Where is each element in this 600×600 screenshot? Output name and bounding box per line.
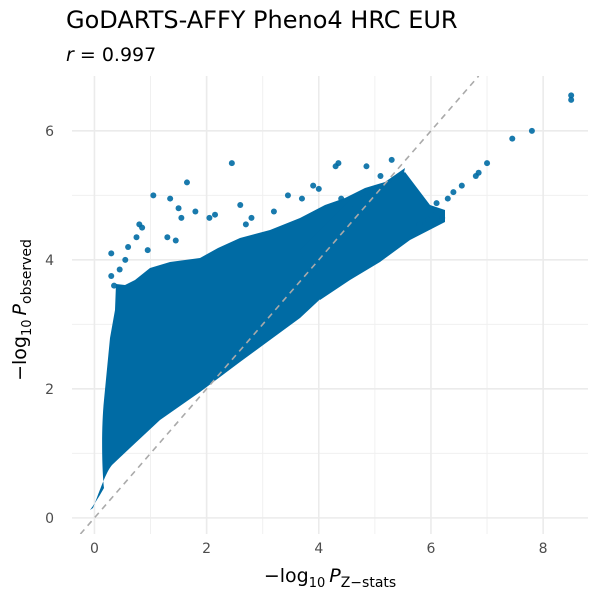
scatter-point xyxy=(192,208,199,215)
x-axis-title: −log10 PZ−stats xyxy=(264,565,396,591)
subtitle-value: 0.997 xyxy=(101,44,157,66)
scatter-point xyxy=(450,189,457,196)
scatter-point xyxy=(125,243,132,250)
scatter-point xyxy=(270,208,277,215)
y-tick-label: 0 xyxy=(45,511,54,527)
scatter-point xyxy=(150,192,157,199)
scatter-point xyxy=(338,195,345,202)
scatter-point xyxy=(433,200,440,207)
identity-reference-line xyxy=(79,76,480,534)
y-tick-label: 2 xyxy=(45,382,54,398)
scatter-point xyxy=(377,172,384,179)
scatter-point xyxy=(371,192,378,199)
scatter-point xyxy=(484,160,491,167)
scatter-point xyxy=(133,234,140,241)
scatter-point xyxy=(144,247,151,254)
dense-point-cloud xyxy=(90,168,445,510)
scatter-point xyxy=(363,163,370,170)
scatter-point xyxy=(116,266,123,273)
scatter-point xyxy=(122,256,129,263)
scatter-point xyxy=(248,214,255,221)
scatter-point xyxy=(439,214,446,221)
scatter-point xyxy=(111,282,118,289)
scatter-point xyxy=(164,234,171,241)
scatter-point xyxy=(528,127,535,134)
chart-subtitle: r = 0.997 xyxy=(66,44,156,66)
scatter-point xyxy=(108,250,115,257)
scatter-point xyxy=(175,205,182,212)
scatter-point xyxy=(212,211,219,218)
scatter-point xyxy=(242,221,249,228)
scatter-point xyxy=(388,156,395,163)
scatter-point xyxy=(346,202,353,209)
y-axis-title: −log10Pobserved xyxy=(9,239,35,381)
x-tick-label: 4 xyxy=(314,541,323,557)
scatter-point xyxy=(472,172,479,179)
x-tick-label: 0 xyxy=(90,541,99,557)
x-axis-ticks: 0 2 4 6 8 xyxy=(90,541,548,557)
scatter-point xyxy=(298,195,305,202)
scatter-points xyxy=(108,92,575,289)
scatter-point xyxy=(228,160,235,167)
scatter-point xyxy=(444,195,451,202)
scatter-point xyxy=(568,92,575,99)
subtitle-equals: = xyxy=(73,44,102,66)
subtitle-variable: r xyxy=(66,44,74,66)
x-tick-label: 8 xyxy=(539,541,548,557)
y-tick-label: 4 xyxy=(45,253,54,269)
scatter-point xyxy=(310,182,317,189)
scatter-point xyxy=(568,96,575,103)
upper-band-region xyxy=(300,172,445,300)
scatter-point xyxy=(167,195,174,202)
scatter-point xyxy=(206,214,213,221)
scatter-point xyxy=(178,214,185,221)
scatter-point xyxy=(172,237,179,244)
y-axis-title-group: −log10Pobserved xyxy=(9,239,35,381)
scatter-point xyxy=(509,135,516,142)
x-tick-label: 6 xyxy=(426,541,435,557)
scatter-point xyxy=(427,208,434,215)
scatter-point xyxy=(183,179,190,186)
scatter-point xyxy=(425,216,432,223)
scatter-point xyxy=(332,163,339,170)
chart-title: GoDARTS-AFFY Pheno4 HRC EUR xyxy=(66,6,458,34)
scatter-point xyxy=(416,221,423,228)
scatter-point xyxy=(108,272,115,279)
scatter-point xyxy=(458,182,465,189)
y-axis-ticks: 0 2 4 6 xyxy=(45,124,54,527)
scatter-point xyxy=(237,202,244,209)
scatter-point xyxy=(284,192,291,199)
x-tick-label: 2 xyxy=(202,541,211,557)
scatter-point xyxy=(315,185,322,192)
scatter-point xyxy=(139,224,146,231)
y-tick-label: 6 xyxy=(45,124,54,140)
